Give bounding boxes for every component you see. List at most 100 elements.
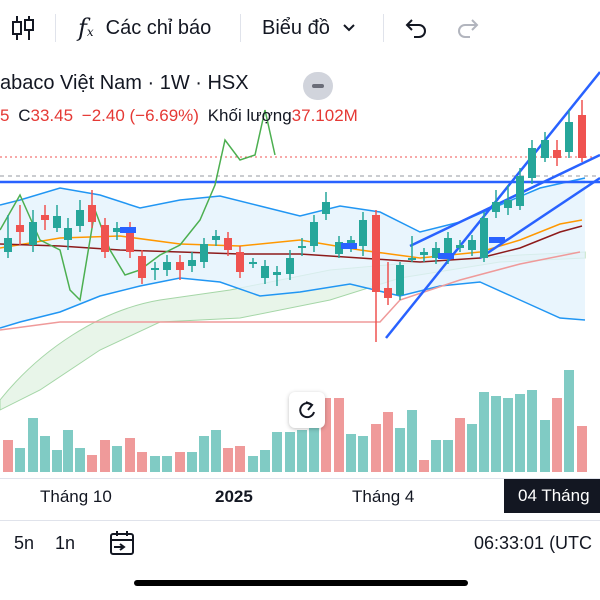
volume-value: 37.102M [291, 106, 358, 125]
clock-timezone[interactable]: 06:33:01 (UTC [474, 533, 593, 553]
candle-body [224, 238, 232, 250]
volume-bar [100, 440, 110, 472]
candles-icon [12, 16, 34, 40]
candle-body [516, 176, 524, 206]
undo-button[interactable] [402, 0, 428, 56]
candle-body [138, 256, 146, 278]
go-to-date-button[interactable] [108, 530, 138, 563]
symbol-title: abaco Việt Nam · 1W · HSX [0, 72, 249, 94]
indicators-label: Các chỉ báo [105, 16, 212, 39]
volume-bar [467, 424, 477, 472]
volume-bar [199, 436, 209, 472]
candle-body [553, 150, 561, 158]
candle-body [176, 262, 184, 270]
candle-body [113, 228, 121, 232]
volume-bar [75, 448, 85, 472]
candle-body [322, 202, 330, 214]
volume-bar [15, 448, 25, 472]
candle-body [359, 220, 367, 246]
volume-bar [63, 430, 73, 472]
bollinger-lower-line [0, 277, 586, 329]
candle-body [64, 228, 72, 240]
volume-bar [272, 432, 282, 472]
volume-bar [321, 398, 331, 472]
price-change: −2.40 (−6.69%) [81, 106, 199, 125]
candle-body [76, 210, 84, 226]
redo-button[interactable] [456, 0, 482, 56]
volume-bar [334, 398, 344, 472]
range-5d-button[interactable]: 5n [14, 533, 35, 553]
x-tick-label: 2025 [215, 487, 253, 506]
volume-bars [3, 227, 587, 472]
signal-marker [341, 243, 357, 249]
volume-bar [564, 370, 574, 472]
candle-body [273, 272, 281, 275]
legend-collapse-button[interactable] [303, 72, 333, 100]
signal-marker [489, 237, 505, 243]
volume-bar [455, 418, 465, 472]
reset-chart-button[interactable] [289, 392, 325, 428]
candle-body [249, 262, 257, 264]
function-icon: fx [78, 14, 94, 42]
candle-body [298, 246, 306, 248]
redo-icon [458, 19, 479, 38]
home-indicator [134, 580, 468, 586]
volume-bar [540, 420, 550, 472]
candle-body [4, 238, 12, 252]
volume-bar [383, 412, 393, 472]
price-chart[interactable] [0, 56, 600, 478]
crosshair-date-label: 04 Tháng [504, 479, 600, 513]
signal-marker [120, 227, 136, 233]
volume-bar [431, 440, 441, 472]
candle-body [565, 122, 573, 152]
volume-bar [211, 430, 221, 472]
range-1d-button[interactable]: 1n [55, 533, 76, 553]
candlestick-style-button[interactable] [10, 0, 36, 56]
candle-body [200, 244, 208, 262]
volume-bar [285, 432, 295, 472]
volume-bar [371, 424, 381, 472]
volume-bar [552, 398, 562, 472]
volume-label: Khối lượng [207, 106, 292, 125]
candle-body [163, 262, 171, 270]
candle-body [504, 200, 512, 208]
candle-body [188, 260, 196, 266]
candle-body [335, 242, 343, 254]
volume-bar [491, 396, 501, 472]
candle-body [480, 218, 488, 258]
ohlc-legend: 5 C33.45 −2.40 (−6.69%) Khối lượng37.102… [0, 106, 358, 126]
indicators-button[interactable]: fx Các chỉ báo [78, 0, 211, 56]
volume-bar [137, 452, 147, 472]
trendline-channel[interactable] [479, 176, 600, 260]
volume-bar [297, 430, 307, 472]
candle-body [236, 252, 244, 272]
volume-bar [223, 448, 233, 472]
candle-body [408, 258, 416, 260]
toolbar-divider [55, 14, 56, 42]
volume-bar [443, 440, 453, 472]
candle-body [468, 240, 476, 250]
top-toolbar: fx Các chỉ báo Biểu đồ [0, 0, 600, 56]
volume-bar [358, 436, 368, 472]
close-label: C [18, 106, 31, 125]
volume-bar [346, 434, 356, 472]
candle-body [88, 205, 96, 222]
volume-bar [125, 438, 135, 472]
signal-marker [438, 253, 454, 259]
volume-bar [395, 428, 405, 472]
candle-body [541, 140, 549, 158]
volume-bar [260, 450, 270, 472]
candle-body [29, 222, 37, 245]
volume-bar [162, 456, 172, 472]
volume-bar [515, 394, 525, 472]
volume-bar [187, 452, 197, 472]
candle-body [286, 258, 294, 274]
candle-body [528, 148, 536, 178]
chart-type-button[interactable]: Biểu đồ [262, 0, 360, 56]
legend-prefix: 5 [0, 106, 10, 125]
candle-body [101, 225, 109, 252]
chart-type-label: Biểu đồ [262, 16, 330, 39]
time-axis[interactable]: Tháng 10 2025 Tháng 4 04 Tháng [0, 478, 600, 513]
candle-group [4, 100, 586, 342]
x-tick-label: Tháng 10 [40, 487, 112, 506]
